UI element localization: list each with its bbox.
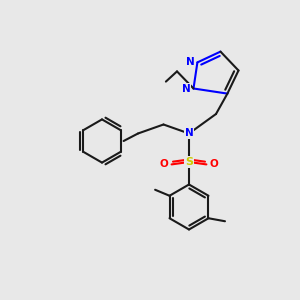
Text: N: N (186, 57, 194, 68)
Text: N: N (182, 83, 190, 94)
Text: N: N (184, 128, 194, 139)
Text: O: O (209, 159, 218, 170)
Text: O: O (160, 159, 169, 170)
Text: S: S (185, 157, 193, 167)
